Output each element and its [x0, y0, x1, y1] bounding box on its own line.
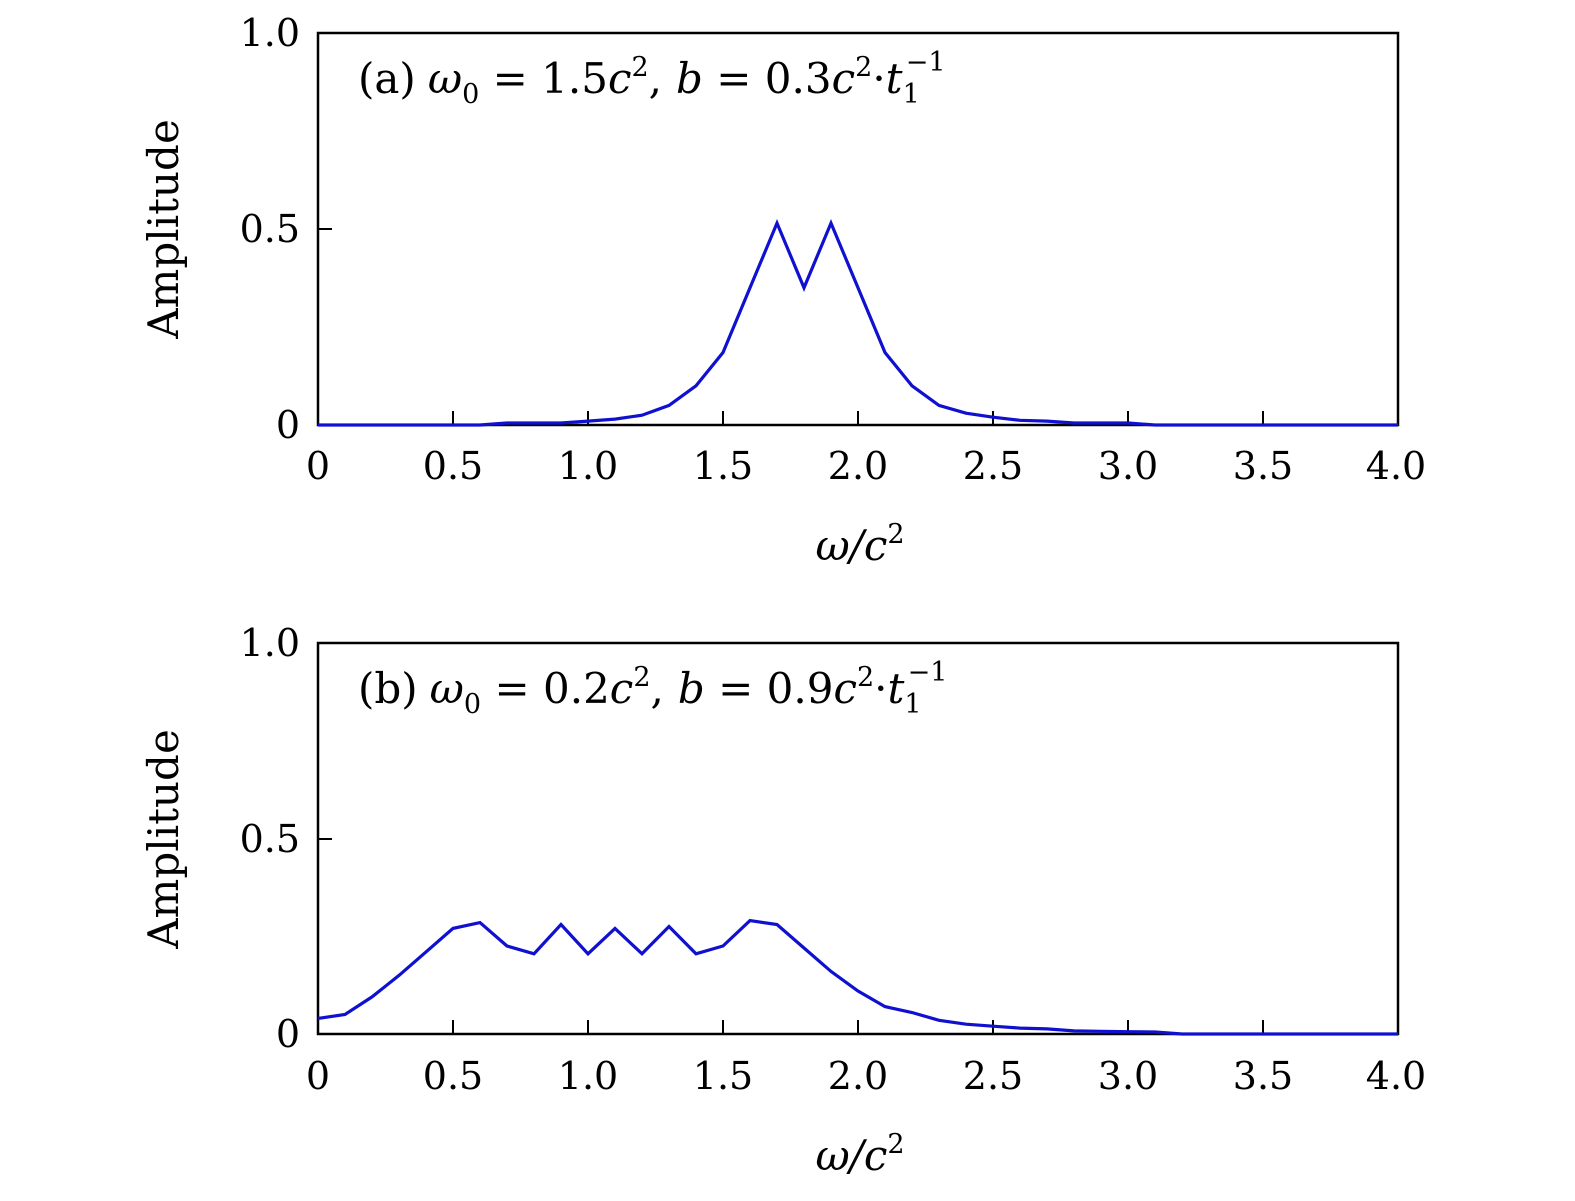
x-axis-label-sup: 2: [887, 1129, 904, 1160]
x-tick-label: 1.0: [558, 444, 618, 488]
annot-comma: ,: [651, 664, 664, 713]
x-tick-label: 0.5: [423, 1054, 483, 1098]
x-tick-label: 4.0: [1366, 444, 1426, 488]
annot-t: t: [886, 54, 903, 103]
annot-c1-sup: 2: [633, 662, 650, 693]
x-tick-label: 3.5: [1233, 1054, 1293, 1098]
annot-comma: ,: [649, 54, 662, 103]
annot-b: b: [678, 664, 705, 713]
series-line-a: [318, 218, 1398, 427]
panel-a: 0 0.5 1.0 0 0.5 1.0 1.5 2.0 2.5 3.0 3.5 …: [139, 11, 1426, 570]
x-tick-label: 1.5: [693, 444, 753, 488]
y-ticks-b: [318, 642, 332, 1035]
annot-omega: ω: [430, 664, 464, 713]
annot-eq1: = 0.2: [481, 664, 610, 713]
annot-omega-sub: 0: [462, 79, 479, 110]
x-tick-label: 3.0: [1098, 1054, 1158, 1098]
annot-eq1: = 1.5: [479, 54, 608, 103]
x-tick-label: 1.5: [693, 1054, 753, 1098]
annot-omega-sub: 0: [464, 689, 481, 720]
panel-tag: (a): [358, 54, 416, 103]
panel-annotation-a: (a) ω0 = 1.5c2, b = 0.3c2·t1−1: [358, 47, 946, 110]
y-tick-labels-b: 0 0.5 1.0: [240, 621, 300, 1056]
x-tick-label: 2.5: [963, 1054, 1023, 1098]
y-tick-label: 0.5: [240, 817, 300, 861]
y-tick-label: 0.5: [240, 207, 300, 251]
x-axis-label-sup: 2: [887, 519, 904, 550]
annot-t-sup: −1: [906, 47, 946, 78]
x-tick-label: 1.0: [558, 1054, 618, 1098]
y-tick-label: 1.0: [240, 11, 300, 55]
annot-t-sup: −1: [908, 657, 948, 688]
x-axis-label-a: ω/c2: [815, 519, 904, 570]
x-tick-label: 0: [306, 444, 330, 488]
annot-t-sub: 1: [904, 689, 921, 720]
x-tick-label: 3.0: [1098, 444, 1158, 488]
annot-c1: c: [610, 664, 634, 713]
x-tick-label: 2.0: [828, 444, 888, 488]
annot-dot: ·: [872, 54, 885, 103]
annot-dot: ·: [874, 664, 887, 713]
y-tick-label: 0: [276, 403, 300, 447]
x-tick-label: 0.5: [423, 444, 483, 488]
y-axis-label-a: Amplitude: [139, 119, 188, 340]
x-tick-labels-a: 0 0.5 1.0 1.5 2.0 2.5 3.0 3.5 4.0: [306, 444, 1426, 488]
annot-omega: ω: [428, 54, 462, 103]
annot-c1: c: [608, 54, 632, 103]
x-tick-label: 3.5: [1233, 444, 1293, 488]
x-tick-label: 2.5: [963, 444, 1023, 488]
y-tick-label: 0: [276, 1012, 300, 1056]
series-line-b: [317, 918, 1398, 1036]
annot-eq2: = 0.9: [705, 664, 834, 713]
annot-c2-sup: 2: [857, 662, 874, 693]
x-tick-label: 4.0: [1366, 1054, 1426, 1098]
annot-t: t: [888, 664, 905, 713]
x-axis-label-main: ω/c: [815, 1131, 887, 1180]
annot-b: b: [676, 54, 703, 103]
x-axis-label-b: ω/c2: [815, 1129, 904, 1180]
x-tick-label: 0: [306, 1054, 330, 1098]
annot-c2-sup: 2: [855, 52, 872, 83]
annot-c2: c: [833, 664, 857, 713]
y-tick-label: 1.0: [240, 621, 300, 665]
x-tick-label: 2.0: [828, 1054, 888, 1098]
panel-b: 0 0.5 1.0 0 0.5 1.0 1.5 2.0 2.5 3.0 3.5 …: [139, 621, 1426, 1180]
y-axis-label-b: Amplitude: [139, 729, 188, 950]
annot-c2: c: [832, 54, 856, 103]
panel-tag: (b): [358, 664, 418, 713]
annot-c1-sup: 2: [631, 52, 648, 83]
y-ticks-a: [318, 32, 332, 426]
annot-t-sub: 1: [903, 79, 920, 110]
x-tick-labels-b: 0 0.5 1.0 1.5 2.0 2.5 3.0 3.5 4.0: [306, 1054, 1426, 1098]
x-axis-label-main: ω/c: [815, 521, 887, 570]
panel-annotation-b: (b) ω0 = 0.2c2, b = 0.9c2·t1−1: [358, 657, 947, 720]
annot-eq2: = 0.3: [703, 54, 832, 103]
y-tick-labels-a: 0 0.5 1.0: [240, 11, 300, 447]
